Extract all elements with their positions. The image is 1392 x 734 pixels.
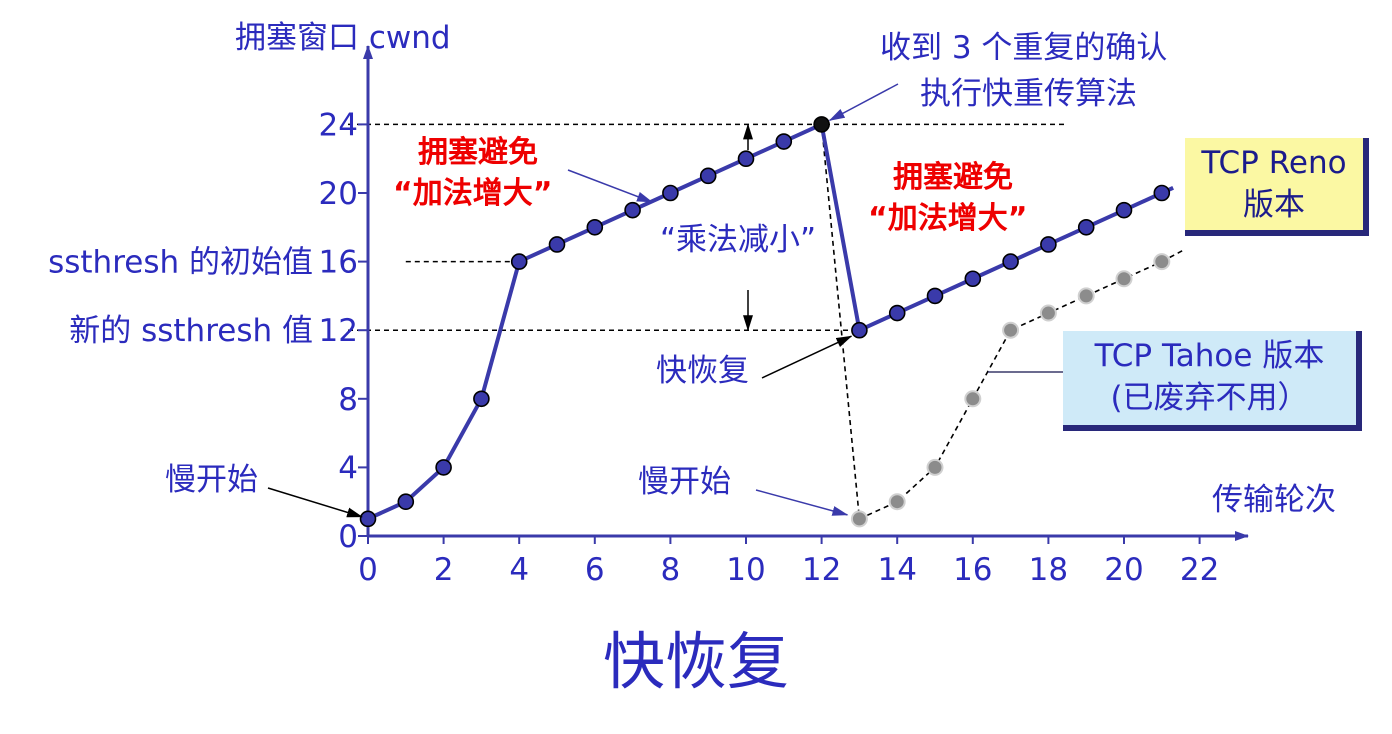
reno-point [662,184,679,202]
reno-point [737,150,755,167]
slow-start-arrow-2 [755,489,849,516]
reno-point [586,219,604,236]
ca-label-2b: “加法增大” [868,201,1027,236]
initial-ssthresh-label: ssthresh 的初始值 [48,245,313,281]
x-tick-label: 0 [358,552,378,588]
ca-label-2a: 拥塞避免 [893,160,1013,195]
slow-start-label-2: 慢开始 [638,464,731,500]
reno-point [964,270,982,288]
reno-point [397,493,415,511]
chart-title: 快恢复 [603,625,789,698]
tahoe-point [964,390,982,408]
reno-legend-line1: TCP Reno [1201,145,1347,181]
reno-point [548,236,566,253]
reno-point [888,304,906,322]
x-tick-label: 18 [1029,552,1068,588]
x-tick-label: 4 [509,552,529,588]
x-tick-label: 20 [1104,552,1143,588]
reno-point [1040,236,1057,253]
dup-ack-label-1: 收到 3 个重复的确认 [880,30,1167,66]
reno-point [1002,253,1019,270]
y-tick-label: 4 [338,450,358,486]
reno-series-line [367,121,1163,521]
reno-point [473,390,490,408]
guide-lines [348,123,1068,331]
reno-point [624,201,641,219]
tahoe-point [926,458,944,476]
y-tick-label: 24 [319,107,358,143]
reno-point [435,459,452,476]
reno-point [775,133,793,150]
reno-point [1077,219,1095,236]
y-tick-label: 0 [338,519,358,555]
tahoe-legend-line1: TCP Tahoe 版本 [1094,338,1325,374]
x-tick-label: 6 [585,552,605,588]
reno-point [1153,184,1171,202]
reno-point [699,167,717,185]
tahoe-point [888,493,906,511]
y-tick-label: 16 [319,245,358,281]
reno-point [851,321,868,339]
fast-recovery-arrow [761,335,853,379]
reno-point [510,253,528,270]
tahoe-point [1115,270,1133,288]
x-tick-label: 10 [726,552,765,588]
y-tick-label: 20 [319,176,358,212]
tahoe-series-line [820,124,1163,521]
fast-recovery-label: 快恢复 [656,353,749,389]
new-ssthresh-label: 新的 ssthresh 值 [69,313,313,349]
x-tick-label: 12 [802,552,841,588]
ca-label-1a: 拥塞避免 [418,135,538,170]
series-points [359,116,1171,528]
tahoe-point [1039,304,1057,322]
tahoe-point [1077,287,1095,305]
annotation-arrows [267,83,1080,518]
reno-point [1115,201,1133,219]
dup-ack-label-2: 执行快重传算法 [920,76,1137,112]
y-tick-label: 8 [338,382,358,418]
x-tick-label: 8 [661,552,681,588]
mult-decrease-label: “乘法减小” [660,222,816,258]
tahoe-point [850,510,868,528]
axes [358,45,1249,544]
x-tick-label: 16 [953,552,992,588]
x-tick-label: 2 [434,552,454,588]
y-tick-label: 12 [319,313,358,349]
tahoe-point [1002,321,1020,339]
ca-arrow [567,169,653,203]
reno-legend-box: TCP Reno 版本 [1185,138,1369,236]
slow-start-label-1: 慢开始 [165,462,258,498]
x-tick-label: 14 [877,552,916,588]
dup-ack-arrow [828,83,899,122]
tahoe-point [1153,253,1171,271]
ca-label-1b: “加法增大” [393,176,552,211]
reno-point [813,116,830,133]
reno-point [359,510,377,528]
slow-start-arrow-1 [267,487,363,518]
tahoe-legend-line2: (已废弃不用） [1110,380,1309,416]
reno-legend-line2: 版本 [1243,187,1305,223]
x-tick-label: 22 [1180,552,1219,588]
tahoe-legend-box: TCP Tahoe 版本 (已废弃不用） [1063,331,1362,431]
y-axis-title: 拥塞窗口 cwnd [235,20,451,56]
x-axis-title: 传输轮次 [1212,482,1336,518]
reno-point [926,287,944,305]
